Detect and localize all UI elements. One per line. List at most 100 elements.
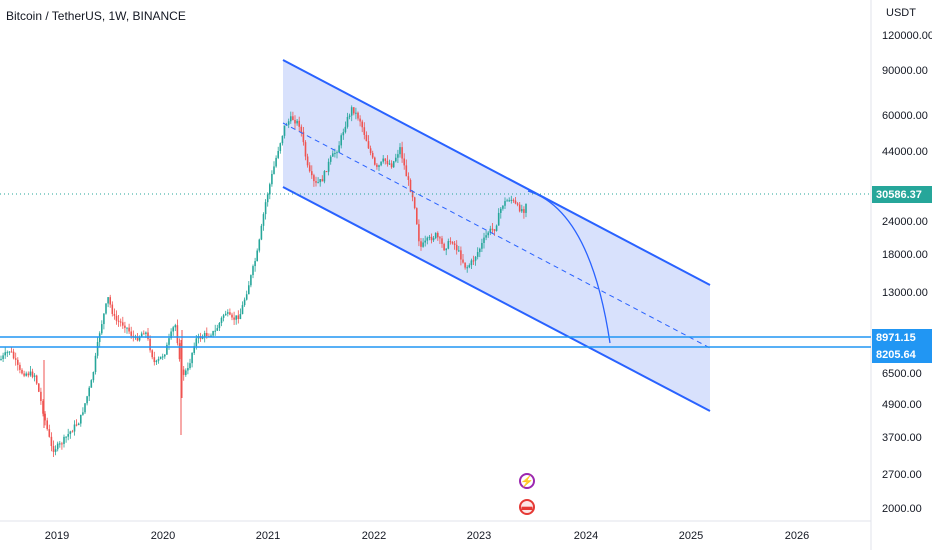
candle-body: [266, 194, 269, 203]
y-tick: 2700.00: [882, 469, 922, 481]
y-tick: 13000.00: [882, 287, 928, 299]
candle-body: [239, 314, 242, 320]
candle-body: [462, 259, 464, 263]
candle-body: [73, 424, 76, 432]
candle-body: [470, 260, 473, 266]
candle-body: [185, 370, 187, 375]
candle-body: [245, 294, 248, 300]
candle-body: [392, 161, 395, 168]
candle-body: [105, 303, 107, 314]
candle-body: [344, 126, 347, 133]
candle-body: [14, 358, 17, 360]
candle-body: [206, 332, 208, 336]
candle-body: [430, 236, 433, 241]
candle-body: [479, 248, 481, 253]
candle-body: [428, 236, 431, 238]
candle-body: [424, 240, 426, 243]
candle-body: [323, 171, 326, 182]
candle-body: [451, 242, 454, 244]
candle-body: [420, 241, 422, 247]
candle-body: [371, 152, 374, 158]
candle-body: [401, 147, 403, 159]
candle-body: [4, 352, 6, 356]
candle-body: [357, 112, 359, 119]
candle-body: [243, 299, 246, 306]
candle-body: [94, 355, 97, 372]
candle-body: [336, 152, 338, 154]
candle-body: [201, 336, 204, 339]
candle-body: [367, 141, 370, 149]
candle-body: [264, 202, 267, 215]
candle-body: [233, 317, 235, 320]
candle-body: [122, 322, 124, 326]
x-tick: 2021: [255, 530, 281, 542]
y-tick: 3700.00: [882, 432, 922, 444]
candle-body: [283, 125, 286, 136]
candle-body: [458, 250, 460, 252]
candle-body: [292, 116, 294, 120]
candle-body: [84, 403, 86, 413]
candle-body: [300, 126, 303, 132]
candle-body: [363, 127, 366, 135]
candle-body: [439, 237, 441, 239]
candle-body: [290, 116, 292, 122]
symbol-title[interactable]: Bitcoin / TetherUS, 1W, BINANCE: [6, 9, 186, 23]
candle-body: [222, 315, 225, 318]
candle-body: [168, 338, 170, 345]
candle-body: [388, 163, 391, 165]
candle-body: [329, 156, 332, 162]
candle-body: [413, 197, 416, 209]
candle-body: [483, 237, 485, 243]
candle-body: [189, 363, 191, 369]
candle-body: [493, 229, 496, 231]
candle-body: [476, 252, 479, 257]
candle-body: [340, 135, 342, 146]
lightning-event-icon[interactable]: ⚡: [519, 473, 535, 489]
channel-upper-line[interactable]: [282, 59, 711, 286]
candle-body: [441, 238, 443, 244]
candle-body: [403, 158, 405, 166]
candle-body: [311, 171, 313, 176]
candle-body: [485, 235, 487, 238]
candle-body: [437, 232, 439, 238]
channel-lower-line[interactable]: [282, 186, 711, 412]
candle-body: [384, 158, 387, 161]
candle-body: [277, 150, 279, 158]
candle-body: [273, 166, 275, 174]
level-label-lower: 8205.64: [872, 346, 932, 363]
y-tick: 18000.00: [882, 249, 928, 261]
candle-body: [502, 205, 504, 209]
candle-body: [512, 199, 515, 201]
y-tick: 120000.00: [882, 30, 932, 42]
candle-body: [12, 351, 15, 359]
candle-body: [464, 262, 466, 268]
candle-body: [523, 209, 525, 213]
candle-body: [248, 285, 250, 295]
candle-body: [325, 171, 328, 173]
candle-body: [256, 250, 258, 262]
candle-body: [27, 373, 30, 376]
candle-body: [80, 414, 82, 424]
candle-body: [153, 357, 156, 363]
candle-body: [115, 315, 118, 321]
candle-body: [124, 325, 126, 328]
channel-fill[interactable]: [283, 60, 710, 411]
candle-body: [109, 297, 111, 305]
candle-body: [147, 332, 149, 339]
candle-body: [500, 208, 502, 213]
candle-body: [103, 313, 105, 325]
candle-body: [317, 182, 319, 184]
candle-body: [143, 333, 145, 335]
candle-body: [126, 327, 128, 329]
candle-body: [174, 325, 177, 328]
candle-body: [254, 261, 256, 267]
candle-body: [271, 173, 273, 185]
candle-body: [281, 135, 284, 144]
projection-curve[interactable]: [527, 190, 611, 344]
candle-body: [216, 328, 219, 331]
candle-body: [260, 225, 263, 240]
us-flag-event-icon[interactable]: ▬: [519, 499, 535, 515]
candle-body: [193, 346, 195, 353]
candle-body: [138, 336, 141, 341]
